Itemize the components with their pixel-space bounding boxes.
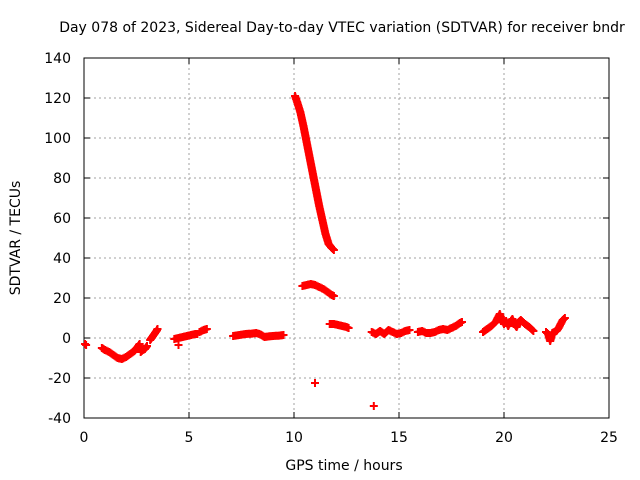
data-segment <box>174 341 183 349</box>
chart-title: Day 078 of 2023, Sidereal Day-to-day VTE… <box>59 20 625 36</box>
data-segment <box>195 325 211 336</box>
y-tick-label: -40 <box>48 411 71 427</box>
y-tick-label: 140 <box>44 51 71 67</box>
data-point <box>529 327 538 335</box>
data-point <box>329 292 338 300</box>
y-tick-label: 60 <box>53 211 71 227</box>
data-point <box>560 314 569 322</box>
data-segment <box>229 329 288 341</box>
x-tick-label: 25 <box>600 430 618 446</box>
y-tick-label: 80 <box>53 171 71 187</box>
y-axis-label: SDTVAR / TECUs <box>8 181 24 296</box>
data-point <box>202 325 211 333</box>
data-segment <box>542 314 569 345</box>
data-point <box>344 324 353 332</box>
y-tick-label: -20 <box>48 371 71 387</box>
data-segment <box>170 330 202 343</box>
data-point <box>279 331 288 339</box>
x-tick-label: 15 <box>390 430 408 446</box>
x-tick-label: 20 <box>495 430 513 446</box>
data-point <box>174 341 183 349</box>
x-tick-label: 5 <box>185 430 194 446</box>
data-segment <box>298 280 338 300</box>
data-segment <box>81 340 91 349</box>
axis-ticks <box>83 57 610 419</box>
y-tick-label: 100 <box>44 131 71 147</box>
data-point <box>153 325 162 333</box>
data-point <box>143 342 151 350</box>
data-segment <box>369 402 378 410</box>
grid <box>84 58 609 418</box>
data-point <box>82 341 91 349</box>
data-point <box>405 326 414 334</box>
data-point <box>311 379 319 387</box>
x-tick-label: 0 <box>80 430 89 446</box>
data-segment <box>146 325 162 344</box>
data-segment <box>367 326 414 338</box>
data-segment <box>136 342 151 356</box>
data-points <box>81 92 569 410</box>
data-segment <box>325 320 353 332</box>
y-tick-label: 20 <box>53 291 71 307</box>
y-tick-label: 0 <box>62 331 71 347</box>
data-segment <box>291 92 338 254</box>
data-point <box>329 246 338 254</box>
data-point <box>458 318 466 326</box>
x-axis-label: GPS time / hours <box>285 458 402 474</box>
plot-area-border <box>83 57 610 419</box>
x-tick-label: 10 <box>285 430 303 446</box>
data-segment <box>413 318 466 337</box>
x-tick-labels: 0 5 10 15 20 25 <box>80 430 618 446</box>
data-point <box>369 402 378 410</box>
data-segment <box>311 379 319 387</box>
data-point <box>135 340 144 348</box>
y-tick-labels: -40 -20 0 20 40 60 80 100 120 140 <box>44 51 71 427</box>
y-tick-label: 40 <box>53 251 71 267</box>
y-tick-label: 120 <box>44 91 71 107</box>
data-segment <box>479 310 538 336</box>
